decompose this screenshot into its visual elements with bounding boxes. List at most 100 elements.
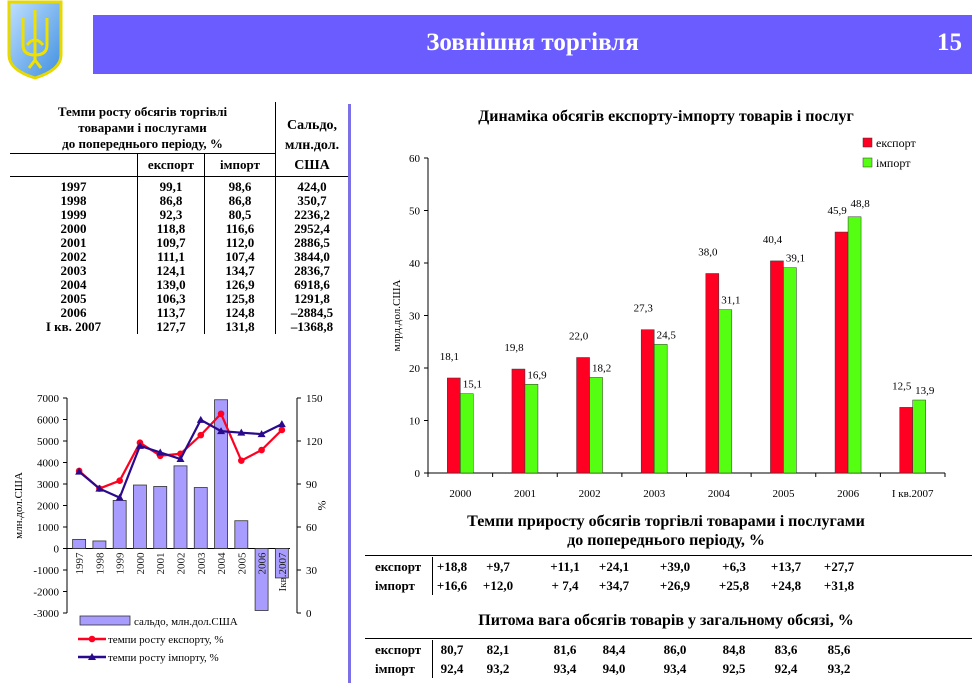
y-tick-label: 1000 [37,522,60,534]
y2-tick-label: 150 [306,393,323,405]
import-growth-point [135,441,144,449]
cell-import: 126,9 [204,278,276,292]
bar-value-label: 18,1 [440,351,459,363]
y-tick-label: -1000 [33,565,59,577]
y-tick-label: 4000 [37,458,60,470]
y2-tick-label: 90 [306,479,318,491]
export-bar [834,231,849,474]
legend-swatch-import [862,157,873,168]
bar-value-label: 16,9 [527,369,547,381]
table-cell: 93,4 [663,661,687,676]
cell-export: 124,1 [137,264,205,278]
bar-value-label: 12,5 [892,380,912,392]
cell-export: 111,1 [137,250,205,264]
balance-bar [173,465,188,549]
rates-header: Темпи росту обсягів торгівлі товарами і … [10,102,276,155]
export-growth-point [258,446,265,454]
table-rule [365,555,972,556]
cell-import: 107,4 [204,250,276,264]
y2-tick-label: 120 [306,436,323,448]
cell-year: 2002 [60,249,87,264]
table-row: експорт +18,8 +9,7 +11,1 +24,1 +39,0 +6,3 +13,7… [365,557,972,576]
cell-import: 116,6 [204,222,276,236]
cell-balance: 424,0 [275,176,348,194]
bar-value-label: 40,4 [763,234,783,246]
y2-tick-label: 0 [306,608,312,620]
x-tick-label: 2002 [176,553,188,575]
legend-label: експорт [876,136,916,150]
table-cell: 94,0 [602,661,626,676]
table-cell: +18,8 [436,559,468,574]
table-cell: +24,8 [770,578,802,593]
cell-import: 80,5 [204,208,276,222]
balance-header: Сальдо, млн.дол. США [275,102,348,177]
table-cell: 93,2 [827,661,851,676]
table-row: 2006 113,7 124,8 –2884,5 [10,306,348,320]
balance-bar [133,484,147,549]
table-cell: +6,3 [722,559,746,574]
import-bar [460,393,474,474]
growth-balance-table: Темпи росту обсягів торгівлі товарами і … [10,102,348,334]
table-row: 2002 111,1 107,4 3844,0 [10,250,348,264]
cell-import: 112,0 [204,236,276,250]
row-label: імпорт [375,661,415,676]
cell-year: 1998 [60,193,87,208]
import-growth-point [257,430,266,438]
cell-year: 2004 [60,277,87,292]
table-row: 2001 109,7 112,0 2886,5 [10,236,348,250]
table-cell: 93,2 [486,661,510,676]
table-cell: 82,1 [486,642,510,657]
y-tick-label: 2000 [37,501,60,513]
export-growth-point [217,410,225,418]
table-cell: +11,1 [550,559,580,574]
legend-swatch-balance [79,615,131,626]
y-tick-label: 7000 [37,393,60,405]
table-row: 2005 106,3 125,8 1291,8 [10,292,348,306]
import-bar [653,344,668,474]
y2-tick-label: 30 [306,565,318,577]
cell-export: 92,3 [137,208,205,222]
table-row: 1999 92,3 80,5 2236,2 [10,208,348,222]
import-growth-point [156,448,165,456]
y-tick-label: 6000 [37,415,60,427]
cell-import: 86,8 [204,194,276,208]
y-tick-label: 40 [409,258,421,270]
coat-of-arms-logo [7,0,63,80]
row-label: імпорт [375,578,415,593]
x-tick-label: 2002 [579,488,601,500]
balance-bar [234,520,249,549]
bar-value-label: 18,2 [592,362,611,374]
table-cell: + 7,4 [551,578,579,593]
x-tick-label: 2001 [155,553,167,575]
x-tick-label: 2003 [196,552,208,575]
cell-year: 2000 [60,221,87,236]
balance-bar [92,540,107,549]
import-bar [783,267,797,474]
row-label: експорт [375,642,422,657]
y-tick-label: 30 [409,311,421,323]
table-divider [432,640,433,678]
table-cell: 83,6 [774,642,798,657]
cell-export: 109,7 [137,236,205,250]
table-cell: +39,0 [659,559,691,574]
table-cell: 81,6 [553,642,577,657]
balance-bar [254,548,269,611]
bar-value-label: 45,9 [827,205,847,217]
y2-tick-label: 60 [306,522,318,534]
cell-export: 86,8 [137,194,205,208]
bar-value-label: 22,0 [569,331,589,343]
table-cell: +26,9 [659,578,691,593]
table-row: експорт 80,7 82,1 81,6 84,4 86,0 84,8 83,6 85,6 [365,640,972,659]
table-cell: +31,8 [823,578,855,593]
import-bar [912,399,926,474]
cell-import: 125,8 [204,292,276,306]
import-growth-point [176,455,185,463]
x-tick-label: 2000 [135,552,147,575]
y-tick-label: 50 [409,206,421,218]
export-bar [447,377,461,474]
y-tick-label: -3000 [33,608,59,620]
table-row: 2004 139,0 126,9 6918,6 [10,278,348,292]
legend-label: сальдо, млн.дол.США [134,616,238,628]
legend-label: темпи росту імпорту, % [108,652,219,664]
import-bar [524,384,539,474]
